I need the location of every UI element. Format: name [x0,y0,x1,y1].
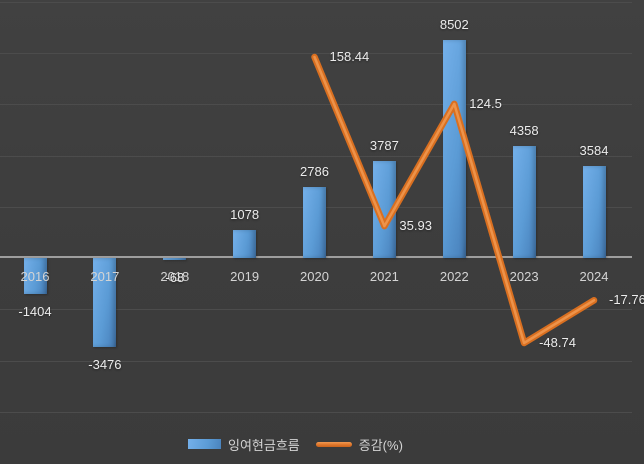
line-value-label-2022: 124.5 [469,95,502,111]
bar-value-label-2024: 3584 [579,143,609,159]
line-value-label-2024: -17.76 [609,292,644,308]
trend-line[interactable] [311,53,598,347]
legend-line-label: 증감(%) [358,437,403,453]
x-axis-label-2020: 2020 [300,269,329,284]
bar-2023[interactable] [512,146,536,258]
bar-2018[interactable] [163,258,187,260]
x-axis-label-2024: 2024 [579,269,609,284]
legend-item-bar-series[interactable]: 잉여현금흐름 [188,435,300,454]
x-axis-label-2021: 2021 [369,269,399,284]
legend-bar-label: 잉여현금흐름 [228,437,300,453]
x-axis-label-2018: 2018 [160,269,190,284]
bar-value-label-2021: 3787 [369,138,399,153]
trend-line-highlight [313,55,596,345]
gridline [0,104,632,105]
bar-value-label-2019: 1078 [230,207,260,223]
x-axis-label-2016: 2016 [20,269,50,284]
legend: 잉여현금흐름 증감(%) [188,432,403,456]
bar-2022[interactable] [442,40,466,258]
gridline [0,2,632,3]
gridline [0,361,632,362]
bar-2024[interactable] [582,166,606,258]
gridline [0,309,632,310]
bar-value-label-2020: 2786 [300,163,329,179]
legend-item-line-series[interactable]: 증감(%) [315,435,403,454]
line-series-swatch-icon [315,441,352,447]
gridline [0,53,632,54]
bar-value-label-2023: 4358 [509,123,539,139]
line-value-label-2020: 158.44 [329,49,370,64]
bar-value-label-2017: -3476 [88,357,122,373]
bar-series-swatch-icon [188,439,221,449]
gridline [0,156,632,157]
bar-2019[interactable] [233,230,257,258]
bar-2021[interactable] [372,161,396,258]
bar-2016[interactable] [23,258,47,294]
bar-value-label-2016: -1404 [18,304,52,319]
line-value-label-2023: -48.74 [539,335,576,350]
x-axis-label-2022: 2022 [439,269,469,284]
x-axis-label-2023: 2023 [509,269,539,284]
bar-2017[interactable] [93,258,117,348]
bar-value-label-2018: -68 [165,269,185,285]
bar-2020[interactable] [303,186,326,258]
x-axis-label-2019: 2019 [230,269,260,284]
gridline [0,412,632,413]
line-value-label-2021: 35.93 [399,218,432,234]
bar-value-label-2022: 8502 [439,17,469,33]
x-axis-label-2017: 2017 [90,269,120,284]
